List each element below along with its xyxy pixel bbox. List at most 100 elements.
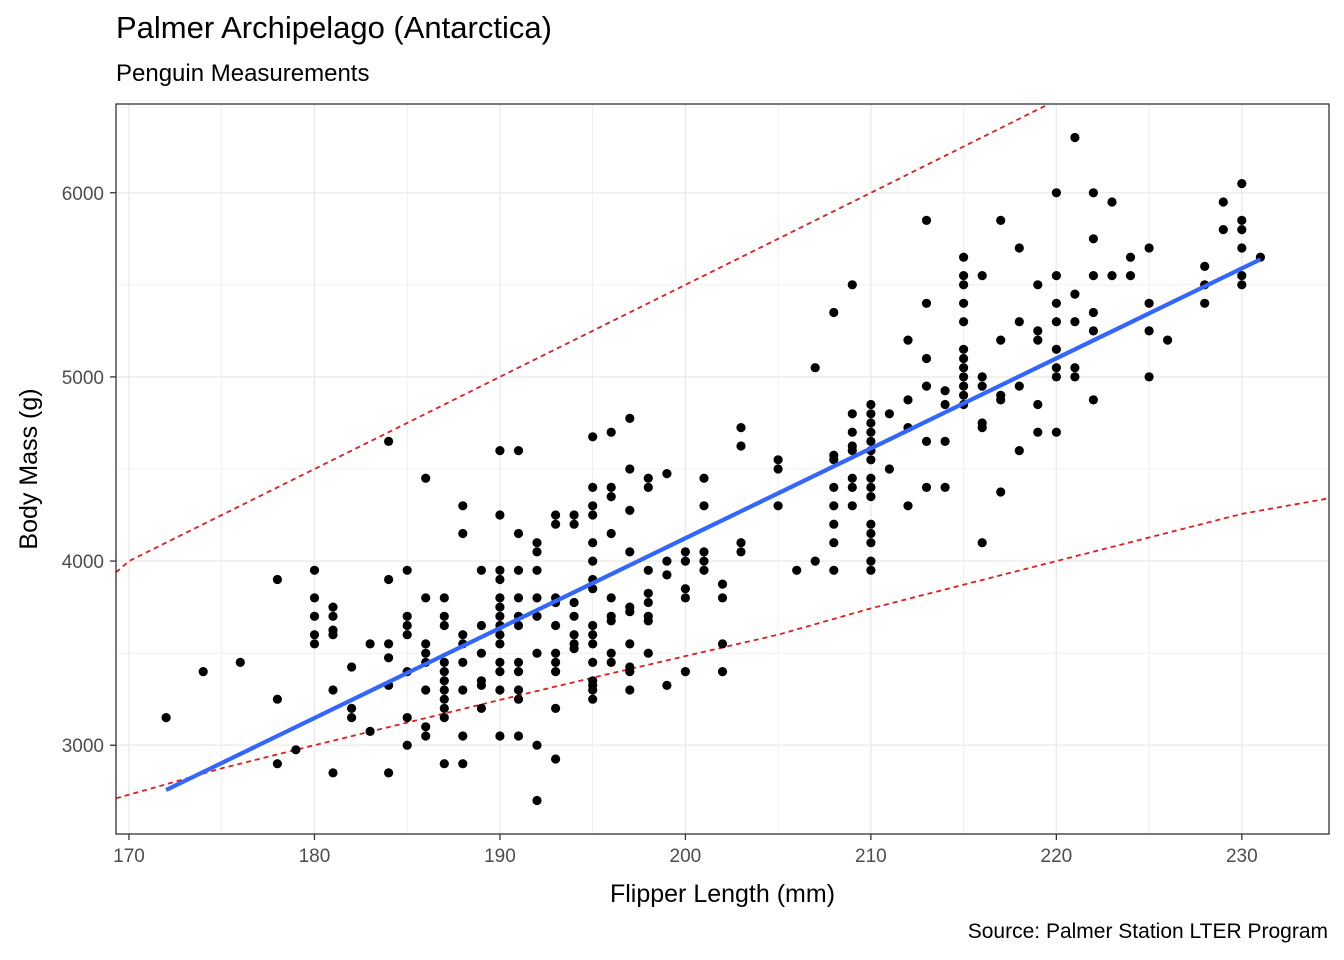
data-point	[569, 597, 579, 608]
data-point	[551, 519, 561, 529]
data-point	[903, 335, 913, 345]
data-point	[532, 795, 542, 806]
data-point	[977, 538, 987, 548]
data-point	[1088, 326, 1098, 336]
data-point	[829, 455, 839, 465]
data-point	[866, 519, 876, 529]
data-point	[1088, 234, 1098, 244]
data-point	[569, 644, 579, 654]
data-point	[996, 487, 1006, 497]
data-point	[847, 280, 857, 290]
data-point	[384, 639, 394, 649]
data-point	[328, 611, 338, 621]
data-point	[699, 565, 709, 575]
data-point	[921, 381, 932, 391]
data-point	[847, 473, 857, 483]
x-tick-label: 180	[299, 846, 331, 867]
data-point	[625, 667, 635, 677]
data-point	[384, 653, 394, 663]
data-point	[272, 759, 282, 769]
chart-title: Palmer Archipelago (Antarctica)	[116, 10, 552, 45]
data-point	[959, 344, 969, 354]
data-point	[458, 501, 468, 511]
data-point	[588, 630, 598, 640]
data-point	[866, 528, 876, 539]
data-point	[532, 740, 542, 750]
data-point	[977, 271, 987, 281]
data-point	[495, 685, 505, 695]
data-point	[588, 620, 598, 631]
data-point	[458, 759, 468, 769]
x-tick-label: 230	[1226, 846, 1258, 867]
data-point	[1237, 271, 1247, 281]
data-point	[272, 574, 282, 585]
data-point	[588, 694, 598, 704]
data-point	[625, 639, 635, 649]
data-point	[1070, 363, 1080, 373]
data-point	[1107, 197, 1117, 207]
data-point	[959, 280, 969, 290]
data-point	[569, 630, 579, 640]
data-point	[513, 446, 524, 456]
data-point	[532, 611, 542, 621]
data-point	[513, 528, 524, 539]
x-tick-label: 170	[113, 846, 145, 867]
data-point	[680, 556, 691, 566]
data-point	[866, 473, 876, 483]
data-point	[1051, 344, 1061, 354]
data-point	[680, 547, 691, 557]
data-point	[699, 556, 709, 566]
fit-line	[165, 257, 1262, 792]
data-point	[940, 399, 950, 410]
data-point	[588, 482, 598, 492]
data-point	[1014, 381, 1024, 391]
x-tick-label: 210	[855, 846, 887, 867]
data-point	[495, 639, 505, 649]
data-point	[458, 731, 468, 741]
data-point	[606, 528, 616, 539]
data-point	[551, 667, 561, 677]
data-point	[1051, 298, 1061, 308]
data-point	[662, 556, 672, 566]
data-point	[1051, 427, 1061, 437]
data-point	[1218, 197, 1228, 207]
data-point	[829, 538, 839, 548]
data-point	[866, 399, 876, 410]
grid-lines	[116, 104, 1329, 834]
data-point	[235, 657, 245, 668]
data-point	[1014, 243, 1024, 253]
data-point	[1070, 289, 1080, 299]
data-point	[773, 501, 783, 511]
data-point	[439, 685, 449, 695]
data-point	[588, 432, 598, 442]
data-point	[421, 731, 431, 741]
data-point	[588, 639, 598, 649]
data-point	[476, 648, 486, 658]
data-point	[476, 703, 486, 714]
data-point	[402, 565, 412, 575]
data-point	[1237, 215, 1247, 225]
data-point	[495, 630, 505, 640]
data-point	[1051, 363, 1061, 373]
data-point	[495, 565, 505, 575]
data-point	[476, 680, 486, 691]
data-point	[588, 501, 598, 511]
data-point	[513, 694, 524, 704]
data-point	[532, 565, 542, 575]
data-point	[643, 616, 653, 626]
lower-bound-line	[116, 497, 1329, 800]
data-point	[977, 372, 987, 382]
data-point	[495, 657, 505, 668]
data-point	[384, 436, 394, 446]
data-point	[476, 620, 486, 631]
data-point	[940, 436, 950, 446]
data-point	[810, 363, 820, 373]
data-point	[1200, 261, 1210, 271]
data-point	[773, 455, 783, 465]
data-point	[959, 390, 969, 400]
data-point	[625, 505, 635, 515]
data-point	[1088, 188, 1098, 198]
data-point	[736, 423, 746, 433]
data-point	[1237, 179, 1247, 189]
data-point	[588, 657, 598, 668]
